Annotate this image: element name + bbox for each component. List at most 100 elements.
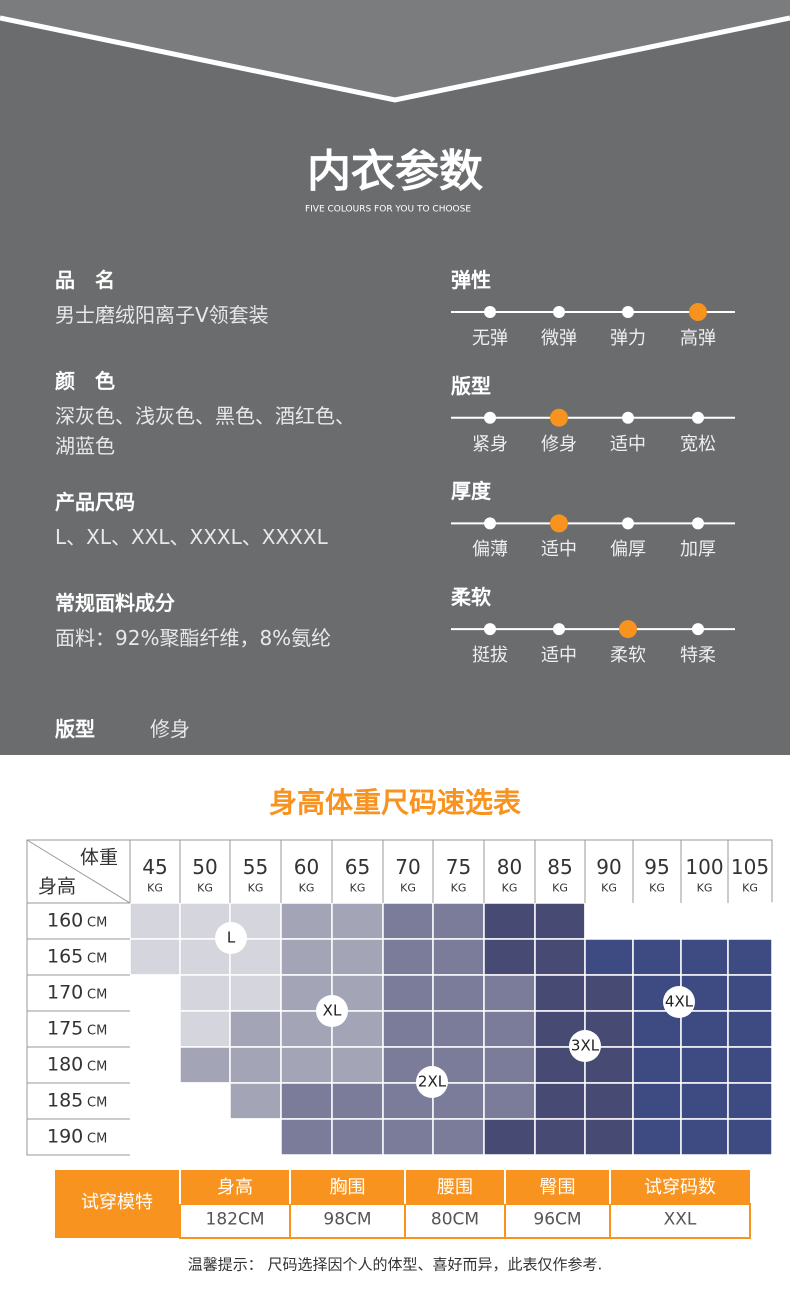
height-unit: CM bbox=[87, 1131, 108, 1147]
rating-dot-selected bbox=[550, 514, 568, 533]
size-cell bbox=[432, 1118, 485, 1156]
rating-label: 弹性 bbox=[451, 268, 491, 292]
zone-badge bbox=[215, 922, 247, 954]
model-value: 96CM bbox=[533, 1209, 582, 1230]
rating-dot bbox=[553, 623, 565, 636]
zone-badge bbox=[416, 1066, 448, 1098]
size-cell bbox=[432, 974, 485, 1012]
size-cell bbox=[680, 1082, 729, 1120]
size-cell bbox=[584, 1118, 634, 1156]
spec-value: 湖蓝色 bbox=[55, 434, 115, 458]
size-cell bbox=[179, 974, 231, 1012]
rating-dot bbox=[484, 306, 496, 318]
size-cell bbox=[280, 1118, 333, 1156]
size-cell bbox=[727, 1082, 773, 1120]
size-cell bbox=[483, 1118, 536, 1156]
banner-chevron bbox=[0, 0, 790, 100]
model-header: 试穿码数 bbox=[644, 1177, 716, 1198]
spec-value: 男士磨绒阳离子V领套装 bbox=[55, 303, 269, 327]
size-cell bbox=[632, 1046, 682, 1084]
size-cell bbox=[280, 1082, 333, 1120]
model-header: 胸围 bbox=[329, 1177, 366, 1198]
size-cell bbox=[632, 1082, 682, 1120]
rating-dot-selected bbox=[619, 620, 637, 639]
rating-option: 挺拔 bbox=[472, 645, 508, 667]
height-unit: CM bbox=[87, 1095, 108, 1111]
rating-label: 厚度 bbox=[451, 479, 491, 504]
rating-label: 版型 bbox=[451, 373, 491, 398]
size-cell bbox=[129, 974, 181, 1012]
zone-label: 4XL bbox=[664, 992, 694, 1011]
height: 185 bbox=[47, 1089, 84, 1112]
height-unit: CM bbox=[87, 1059, 108, 1075]
size-cell bbox=[584, 1082, 634, 1120]
rating-option: 微弹 bbox=[541, 328, 577, 349]
zone-label: XL bbox=[322, 1001, 342, 1020]
model-header: 腰围 bbox=[437, 1177, 473, 1198]
rating-option: 紧身 bbox=[472, 433, 508, 455]
size-cell bbox=[432, 902, 485, 940]
rating-dot bbox=[553, 306, 565, 318]
weight: 55 bbox=[242, 855, 269, 879]
size-cell bbox=[179, 1118, 231, 1156]
size-cell bbox=[632, 1118, 682, 1156]
rating-option: 高弹 bbox=[680, 328, 716, 349]
size-cell bbox=[432, 938, 485, 976]
weight-unit: KG bbox=[247, 881, 264, 895]
spec-label: 常规面料成分 bbox=[55, 591, 175, 615]
size-cell bbox=[229, 1046, 282, 1084]
rating-option: 柔软 bbox=[610, 645, 646, 667]
rating-option: 特柔 bbox=[680, 645, 716, 667]
rating-dot bbox=[692, 623, 704, 636]
size-cell bbox=[680, 902, 729, 940]
spec-value: 面料：92%聚酯纤维，8%氨纶 bbox=[55, 626, 332, 650]
rating-dot bbox=[692, 517, 704, 530]
zone-label: L bbox=[226, 928, 236, 947]
size-cell bbox=[727, 938, 773, 976]
size-cell bbox=[584, 938, 634, 976]
rating-dot bbox=[622, 411, 634, 424]
height: 170 bbox=[47, 981, 84, 1004]
rating-option: 偏薄 bbox=[472, 539, 508, 561]
size-cell bbox=[632, 938, 682, 976]
size-cell bbox=[280, 1046, 333, 1084]
weight: 75 bbox=[445, 855, 472, 879]
rating-option: 适中 bbox=[541, 539, 577, 561]
fit-label: 版型 bbox=[55, 717, 95, 741]
weight-unit: KG bbox=[400, 881, 416, 895]
chart-title: 身高体重尺码速选表 bbox=[268, 786, 522, 819]
title: 内衣参数 bbox=[307, 146, 483, 197]
size-cell bbox=[229, 1118, 282, 1156]
model-value: 80CM bbox=[430, 1209, 480, 1230]
subtitle: FIVE COLOURS FOR YOU TO CHOOSE bbox=[304, 204, 472, 215]
size-cell bbox=[129, 1046, 181, 1084]
size-cell bbox=[129, 902, 181, 940]
size-cell bbox=[727, 1118, 773, 1156]
size-cell bbox=[632, 902, 682, 940]
weight: 85 bbox=[547, 855, 573, 879]
height: 190 bbox=[47, 1125, 84, 1148]
size-cell bbox=[483, 1010, 536, 1048]
size-cell bbox=[680, 1046, 729, 1084]
size-cell bbox=[727, 1046, 773, 1084]
size-cell bbox=[179, 1046, 231, 1084]
size-cell bbox=[534, 1082, 586, 1120]
weight: 90 bbox=[596, 855, 622, 879]
size-cell bbox=[129, 1082, 181, 1120]
model-header: 臀围 bbox=[539, 1177, 576, 1198]
spec-value: L、XL、XXL、XXXL、XXXXL bbox=[55, 525, 328, 549]
rating-label: 柔软 bbox=[451, 585, 491, 610]
size-cell bbox=[483, 1082, 536, 1120]
height-unit: CM bbox=[87, 1023, 108, 1039]
weight: 70 bbox=[395, 855, 421, 879]
height-unit: CM bbox=[87, 915, 108, 931]
weight: 60 bbox=[293, 855, 320, 879]
zone-label: 3XL bbox=[570, 1036, 600, 1055]
spec-label: 品 名 bbox=[55, 268, 115, 292]
spec-value: 深灰色、浅灰色、黑色、酒红色、 bbox=[55, 404, 355, 428]
rating-dot bbox=[622, 306, 634, 318]
rating-dot-selected bbox=[550, 408, 568, 427]
height-unit: CM bbox=[87, 987, 108, 1003]
weight: 45 bbox=[142, 855, 168, 879]
